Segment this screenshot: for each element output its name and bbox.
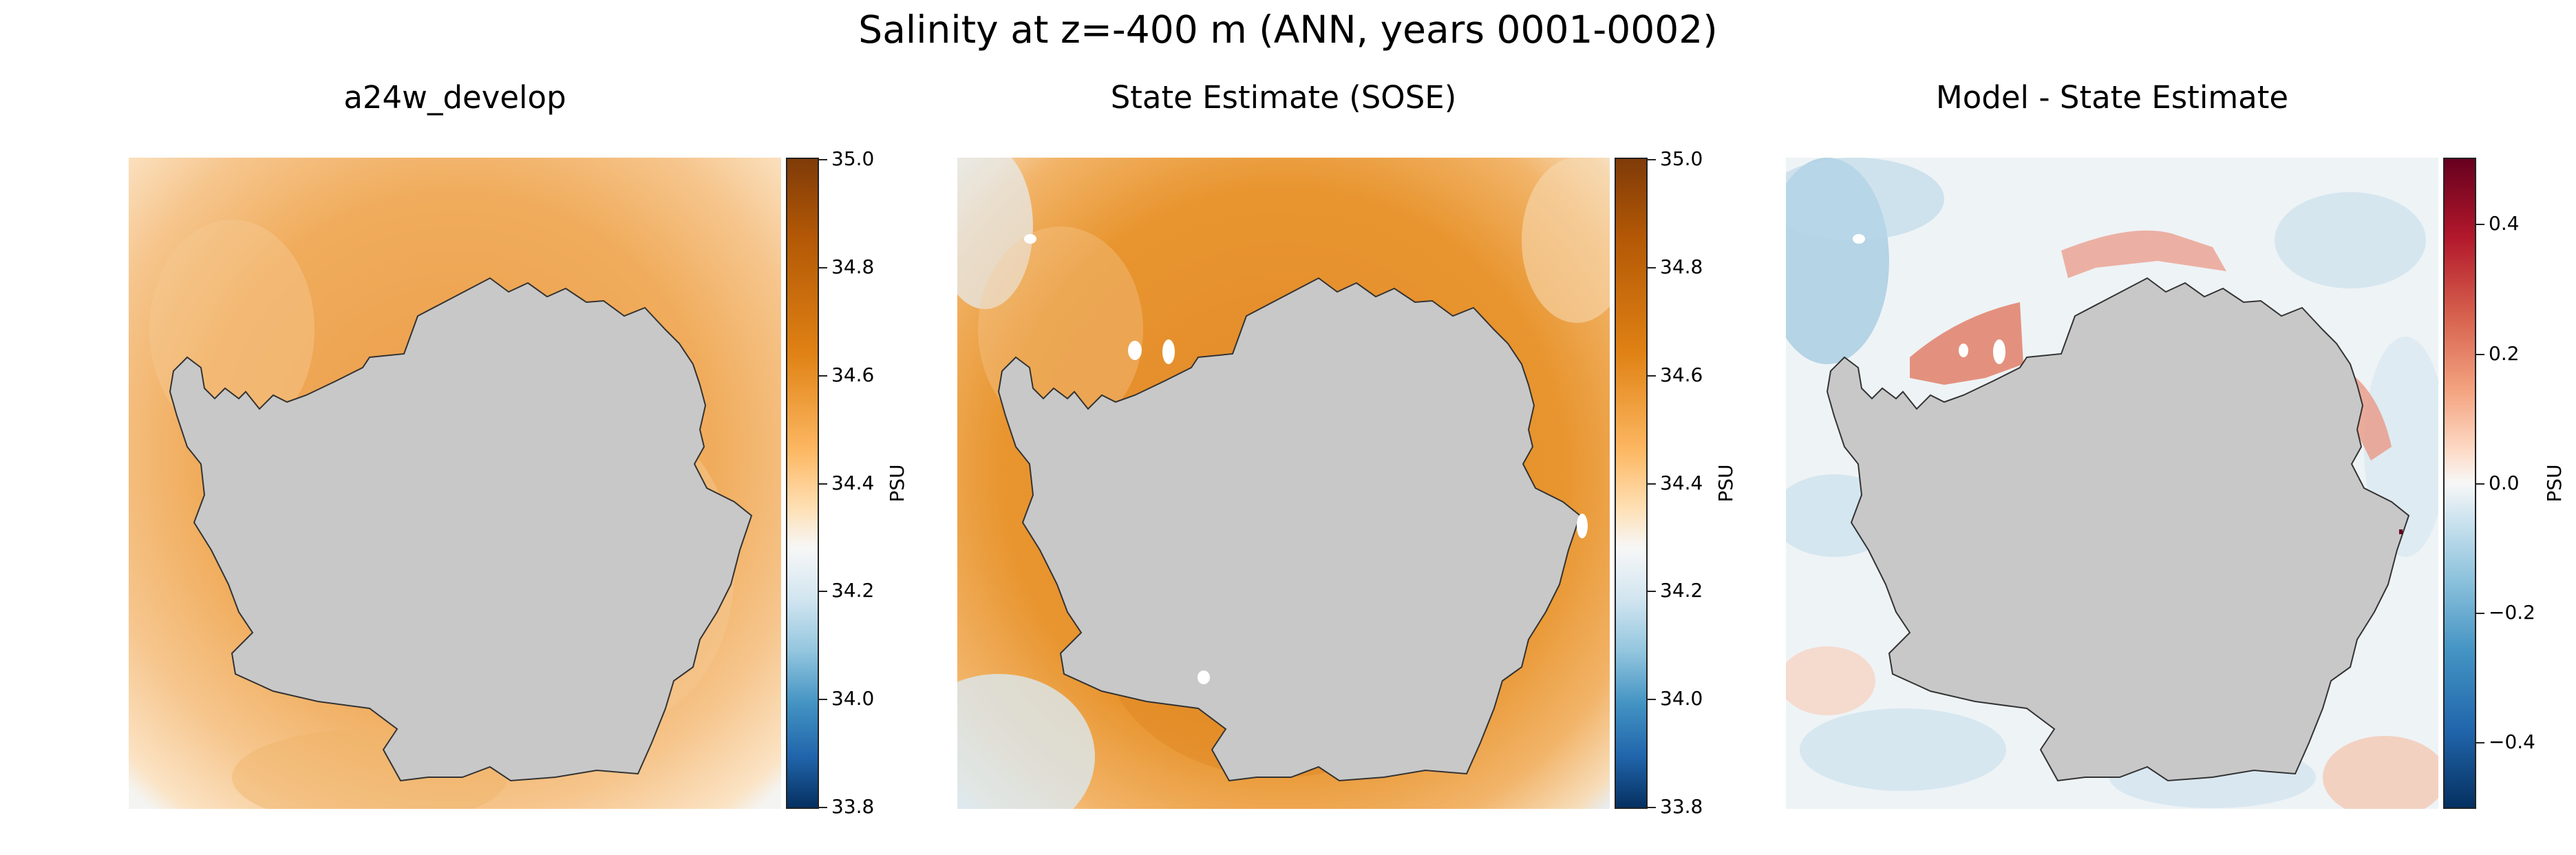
panel-3-colorbar-label: PSU [2543, 464, 2566, 503]
tick-label: −0.2 [2489, 601, 2535, 624]
tick-mark [1648, 375, 1656, 377]
panel-3-colorbar [2443, 158, 2476, 809]
tick-mark [819, 699, 827, 700]
tick-label: 33.8 [1660, 795, 1703, 818]
panel-2-title: State Estimate (SOSE) [1110, 79, 1457, 116]
tick-mark [2476, 354, 2484, 355]
tick-mark [819, 267, 827, 268]
tick-mark [1648, 699, 1656, 700]
tick-mark [819, 159, 827, 160]
tick-label: 34.2 [831, 579, 875, 602]
tick-mark [1648, 591, 1656, 592]
figure-title: Salinity at z=-400 m (ANN, years 0001-00… [858, 8, 1718, 52]
panel-3-title: Model - State Estimate [1935, 79, 2289, 116]
panel-2-colorbar [1615, 158, 1648, 809]
tick-label: 0.0 [2489, 472, 2520, 494]
tick-mark [1648, 807, 1656, 808]
tick-label: 35.0 [831, 147, 875, 170]
tick-label: 34.4 [1660, 472, 1703, 494]
tick-mark [2476, 224, 2484, 225]
tick-mark [2476, 483, 2484, 485]
tick-label: 34.6 [1660, 363, 1703, 386]
panel-3-map [1786, 158, 2438, 809]
panel-1-title: a24w_develop [343, 79, 566, 116]
tick-mark [2476, 742, 2484, 743]
tick-mark [1648, 483, 1656, 485]
tick-label: 34.8 [831, 255, 875, 278]
tick-mark [1648, 159, 1656, 160]
tick-label: 33.8 [831, 795, 875, 818]
panel-1-colorbar [786, 158, 819, 809]
tick-mark [819, 483, 827, 485]
tick-mark [819, 375, 827, 377]
tick-mark [2476, 613, 2484, 614]
tick-label: 34.2 [1660, 579, 1703, 602]
tick-mark [819, 591, 827, 592]
tick-label: −0.4 [2489, 730, 2535, 753]
tick-label: 35.0 [1660, 147, 1703, 170]
tick-mark [819, 807, 827, 808]
tick-label: 34.4 [831, 472, 875, 494]
tick-label: 0.4 [2489, 212, 2520, 235]
tick-label: 0.2 [2489, 342, 2520, 365]
panel-2-map [957, 158, 1610, 809]
panel-1-colorbar-label: PSU [886, 464, 908, 503]
tick-label: 34.0 [1660, 687, 1703, 710]
panel-1-map [129, 158, 781, 809]
tick-label: 34.8 [1660, 255, 1703, 278]
tick-mark [1648, 267, 1656, 268]
tick-label: 34.0 [831, 687, 875, 710]
tick-label: 34.6 [831, 363, 875, 386]
panel-2-colorbar-label: PSU [1714, 464, 1737, 503]
